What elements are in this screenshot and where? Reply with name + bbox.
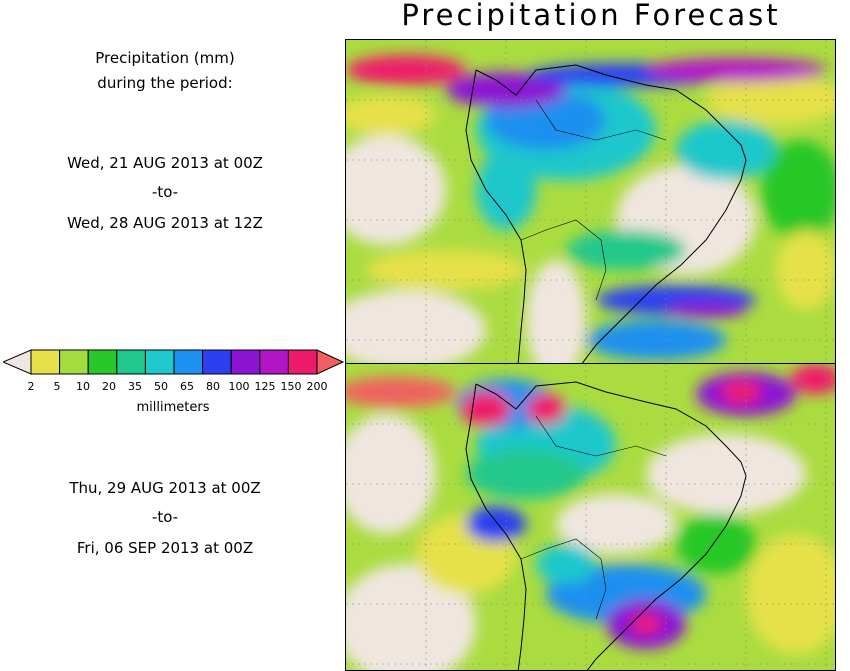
- period-1-separator: -to-: [151, 183, 179, 201]
- legend-tick-label: 10: [76, 380, 90, 393]
- period-1-start: Wed, 21 AUG 2013 at 00Z: [67, 154, 263, 172]
- legend-bin-2: [87, 349, 118, 375]
- legend-tick-label: 80: [206, 380, 220, 393]
- legend-bin-5: [173, 349, 204, 375]
- legend-bin-6: [202, 349, 232, 375]
- precipitation-color-legend: [3, 349, 345, 375]
- legend-bin-7: [230, 349, 261, 375]
- legend-tick-label: 35: [128, 380, 142, 393]
- legend-tick-label: 100: [228, 380, 250, 393]
- page-title: Precipitation Forecast: [401, 0, 781, 32]
- legend-bins: [30, 349, 318, 375]
- legend-bin-8: [259, 349, 289, 375]
- legend-bin-4: [144, 349, 175, 375]
- legend-tick-label: 150: [280, 380, 302, 393]
- legend-tick-label: 20: [102, 380, 116, 393]
- period-2-start: Thu, 29 AUG 2013 at 00Z: [69, 479, 261, 497]
- legend-bin-0: [30, 349, 61, 375]
- intro-line-1: Precipitation (mm): [95, 49, 235, 67]
- legend-tick-label: 2: [27, 380, 35, 393]
- period-2-separator: -to-: [151, 508, 179, 526]
- intro-line-2: during the period:: [97, 74, 233, 92]
- legend-bin-9: [287, 349, 318, 375]
- legend-bin-1: [59, 349, 89, 375]
- precipitation-map-period-2: [345, 363, 836, 671]
- legend-tick-label: 50: [154, 380, 168, 393]
- legend-tick-label: 65: [180, 380, 194, 393]
- legend-bin-3: [116, 349, 146, 375]
- period-1-end: Wed, 28 AUG 2013 at 12Z: [67, 214, 263, 232]
- legend-tick-label: 200: [306, 380, 328, 393]
- precipitation-map-period-1: [345, 39, 836, 364]
- legend-above-arrow: [316, 349, 345, 375]
- legend-below-arrow: [3, 349, 32, 375]
- legend-units-label: millimeters: [136, 400, 210, 415]
- period-2-end: Fri, 06 SEP 2013 at 00Z: [76, 539, 254, 557]
- legend-tick-label: 5: [53, 380, 61, 393]
- legend-tick-label: 125: [254, 380, 276, 393]
